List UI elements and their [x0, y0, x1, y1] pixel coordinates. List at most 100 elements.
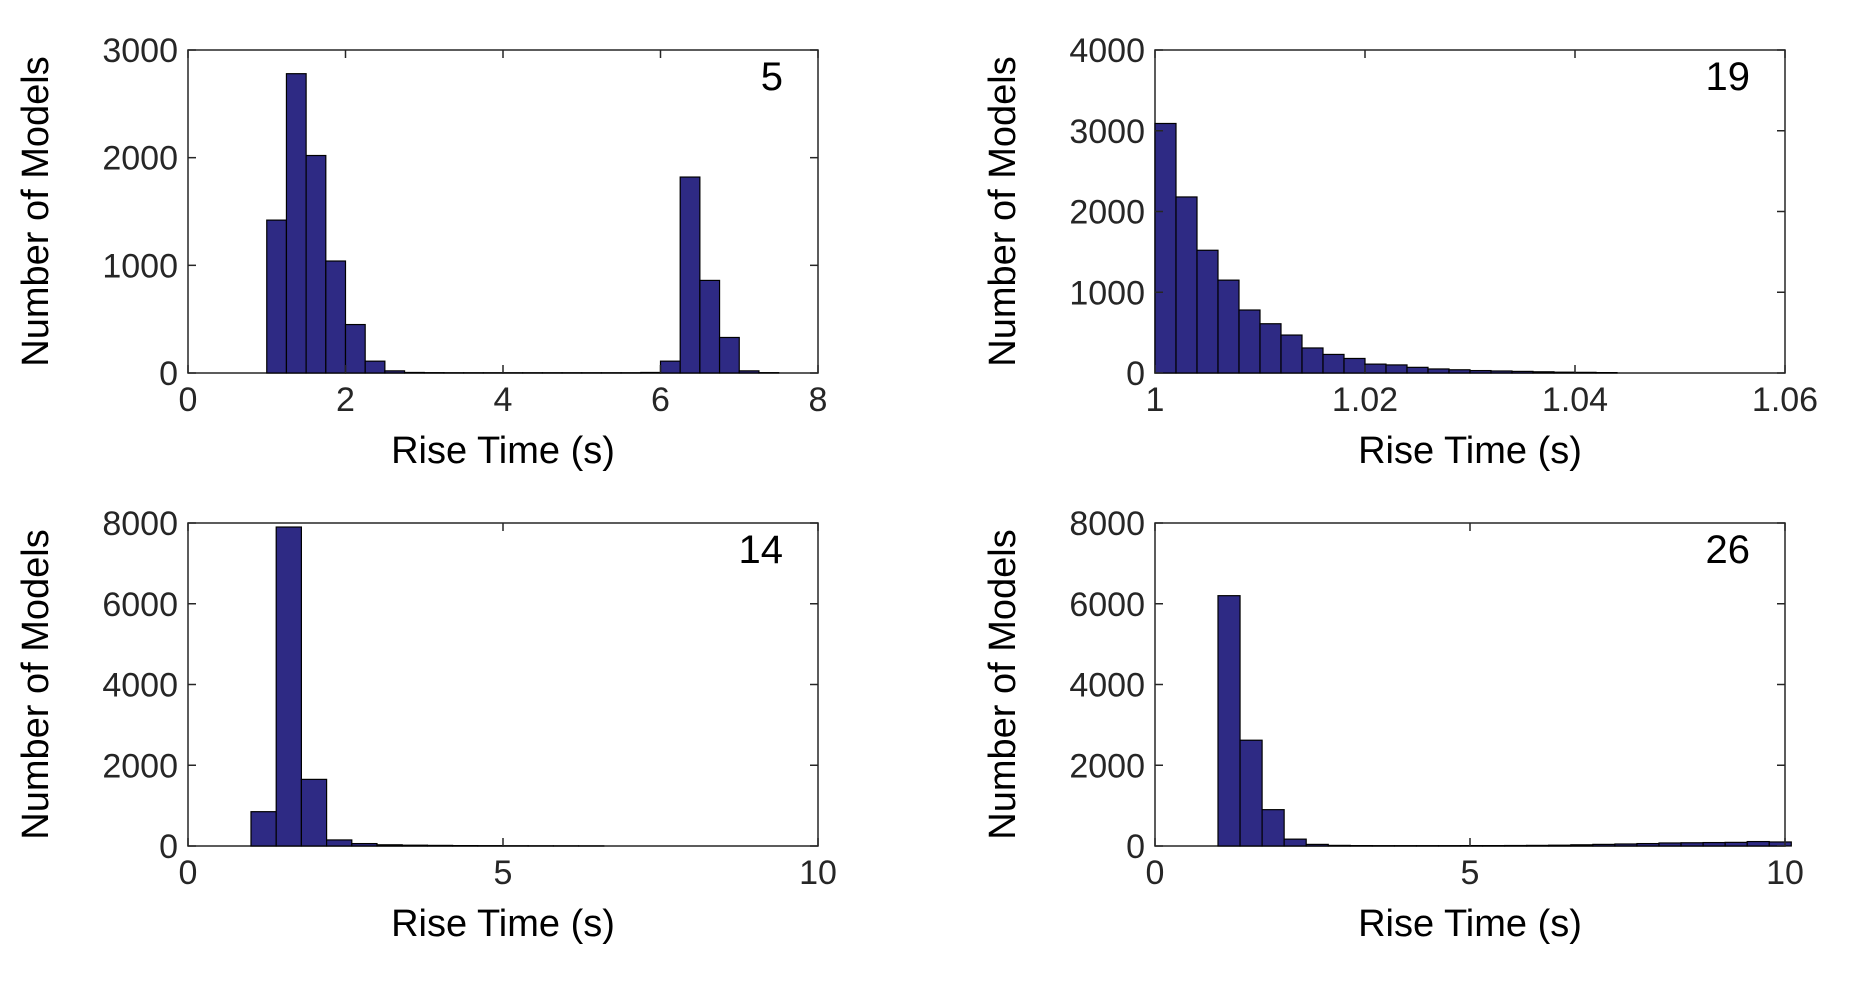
- histogram-bar: [1448, 369, 1471, 374]
- histogram-bar: [1746, 840, 1770, 847]
- x-tick-label: 6: [651, 381, 670, 419]
- histogram-bar: [699, 279, 721, 374]
- histogram-bar: [1469, 369, 1492, 374]
- histogram-bar: [1259, 323, 1282, 374]
- histogram-bar: [1280, 334, 1303, 374]
- x-tick-label: 4: [494, 381, 513, 419]
- histogram-bar: [1322, 353, 1345, 374]
- panel-label: 26: [1706, 528, 1751, 572]
- histogram-bar: [1301, 347, 1324, 374]
- histogram-bar: [1305, 843, 1329, 847]
- histogram-bar: [1427, 368, 1450, 374]
- histogram-bar: [403, 371, 425, 374]
- histogram-bar: [1553, 371, 1576, 374]
- x-axis-label: Rise Time (s): [391, 430, 615, 472]
- histogram-bar: [1574, 371, 1597, 374]
- y-axis-label: Number of Models: [982, 529, 1024, 839]
- x-axis-label: Rise Time (s): [1358, 903, 1582, 945]
- histogram-bar: [326, 839, 353, 847]
- panel-label: 14: [739, 528, 784, 572]
- histogram-bar: [1490, 370, 1513, 374]
- x-tick-label: 1.06: [1752, 381, 1818, 419]
- y-axis-label: Number of Models: [15, 529, 57, 839]
- y-tick-label: 2000: [102, 140, 178, 178]
- panel-label: 19: [1706, 55, 1751, 99]
- y-axis-label: Number of Models: [982, 56, 1024, 366]
- histogram-bar: [1175, 196, 1198, 374]
- histogram-bar: [1196, 249, 1219, 374]
- histogram-bar: [300, 778, 328, 847]
- y-tick-label: 8000: [1069, 505, 1145, 543]
- y-tick-label: 6000: [102, 586, 178, 624]
- x-tick-label: 2: [336, 381, 355, 419]
- histogram-bar: [351, 842, 378, 847]
- bars: [250, 526, 605, 847]
- histogram-bar: [1636, 842, 1660, 847]
- y-tick-label: 6000: [1069, 586, 1145, 624]
- x-tick-label: 0: [179, 854, 198, 892]
- y-tick-label: 4000: [1069, 32, 1145, 70]
- y-tick-label: 2000: [1069, 194, 1145, 232]
- histogram-bar: [640, 371, 662, 374]
- histogram-bar: [1385, 364, 1408, 374]
- histogram-bar: [1548, 844, 1572, 847]
- y-tick-label: 0: [1126, 355, 1145, 393]
- histogram-bar: [266, 219, 288, 374]
- histogram-bar: [426, 844, 454, 847]
- histogram-bar: [344, 323, 366, 374]
- histogram-panel-3: 0 5 10 0 2000 4000 6000 8000 Rise Time (s) Number…: [15, 505, 837, 945]
- x-tick-label: 0: [179, 381, 198, 419]
- x-axis-label: Rise Time (s): [1358, 430, 1582, 472]
- y-tick-label: 0: [1126, 828, 1145, 866]
- histogram-bar: [1239, 739, 1263, 847]
- y-tick-label: 8000: [102, 505, 178, 543]
- x-tick-label: 1: [1146, 381, 1165, 419]
- histogram-bar: [1532, 371, 1555, 374]
- y-tick-label: 0: [159, 828, 178, 866]
- histogram-bar: [1724, 841, 1748, 847]
- x-tick-label: 10: [799, 854, 837, 892]
- histogram-bar: [738, 370, 760, 374]
- histogram-bar: [1238, 309, 1261, 374]
- histogram-bar: [1511, 370, 1534, 374]
- x-tick-label: 1.04: [1542, 381, 1608, 419]
- histogram-bar: [1526, 844, 1550, 847]
- x-tick-label: 1.02: [1332, 381, 1398, 419]
- histogram-bar: [401, 844, 429, 847]
- y-tick-label: 1000: [102, 247, 178, 285]
- y-tick-label: 4000: [1069, 667, 1145, 705]
- x-tick-label: 5: [494, 854, 513, 892]
- bars: [1154, 122, 1618, 374]
- bars: [266, 73, 780, 374]
- y-tick-label: 3000: [1069, 113, 1145, 151]
- y-tick-label: 2000: [1069, 747, 1145, 785]
- histogram-bar: [1327, 844, 1351, 847]
- histogram-bar: [718, 336, 740, 374]
- x-tick-label: 10: [1766, 854, 1804, 892]
- histogram-bar: [1217, 595, 1241, 847]
- y-tick-label: 2000: [102, 747, 178, 785]
- y-tick-label: 3000: [102, 32, 178, 70]
- histogram-bar: [1217, 279, 1240, 374]
- histogram-bar: [1343, 357, 1366, 374]
- histogram-bar: [659, 360, 681, 374]
- bars: [1217, 595, 1792, 847]
- histogram-bar: [285, 73, 307, 374]
- y-tick-label: 0: [159, 355, 178, 393]
- histogram-bar: [1261, 809, 1285, 847]
- x-tick-label: 5: [1461, 854, 1480, 892]
- histogram-bar: [679, 176, 701, 374]
- histogram-bar: [1658, 842, 1682, 847]
- histogram-bar: [325, 260, 347, 374]
- histogram-panel-1: 0 2 4 6 8 0 1000 2000 3000 Rise Time (s) Number of…: [15, 32, 827, 472]
- histogram-bar: [1283, 838, 1307, 847]
- y-axis-label: Number of Models: [15, 56, 57, 366]
- histogram-bar: [1592, 843, 1616, 847]
- x-tick-label: 0: [1146, 854, 1165, 892]
- histogram-panel-4: 0 5 10 0 2000 4000 6000 8000 Rise Time (s) Number…: [982, 505, 1804, 945]
- histogram-bar: [364, 360, 386, 374]
- histogram-bar: [1702, 841, 1726, 847]
- y-tick-label: 4000: [102, 667, 178, 705]
- histogram-bar: [1154, 122, 1177, 374]
